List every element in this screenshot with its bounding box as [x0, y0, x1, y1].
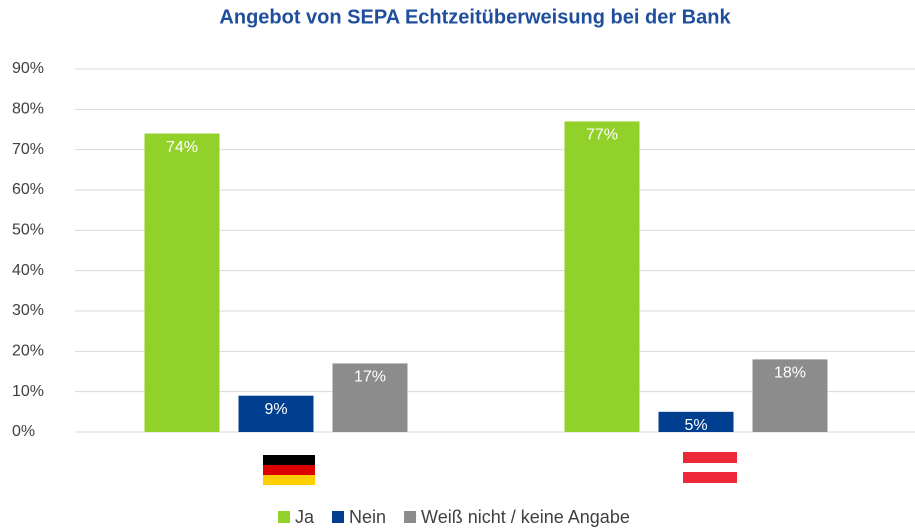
legend-swatch	[278, 511, 290, 523]
y-tick-label: 70%	[12, 141, 44, 158]
bar	[658, 411, 734, 432]
y-tick-label: 20%	[12, 343, 44, 360]
y-tick-label: 50%	[12, 222, 44, 239]
legend-swatch	[404, 511, 417, 523]
bar	[238, 395, 314, 432]
flag-austria	[683, 452, 737, 483]
y-tick-label: 0%	[12, 423, 35, 440]
bar	[564, 121, 640, 432]
y-tick-label: 60%	[12, 181, 44, 198]
data-label: 5%	[684, 417, 707, 434]
data-label: 17%	[354, 369, 386, 386]
y-tick-label: 30%	[12, 302, 44, 319]
data-label: 77%	[586, 127, 618, 144]
bar	[752, 359, 828, 432]
data-label: 9%	[264, 401, 287, 418]
y-tick-label: 40%	[12, 262, 44, 279]
chart-title: Angebot von SEPA Echtzeitüberweisung bei…	[219, 6, 731, 28]
data-label: 18%	[774, 365, 806, 382]
legend-swatch	[332, 511, 345, 523]
legend-label: Nein	[349, 507, 386, 527]
legend-label: Ja	[295, 507, 315, 527]
y-tick-label: 10%	[12, 383, 44, 400]
flag-germany	[263, 455, 315, 485]
y-tick-label: 80%	[12, 101, 44, 118]
y-tick-label: 90%	[12, 60, 44, 77]
legend-label: Weiß nicht / keine Angabe	[421, 507, 630, 527]
bar	[144, 133, 220, 433]
data-label: 74%	[166, 139, 198, 156]
bar	[332, 363, 408, 432]
